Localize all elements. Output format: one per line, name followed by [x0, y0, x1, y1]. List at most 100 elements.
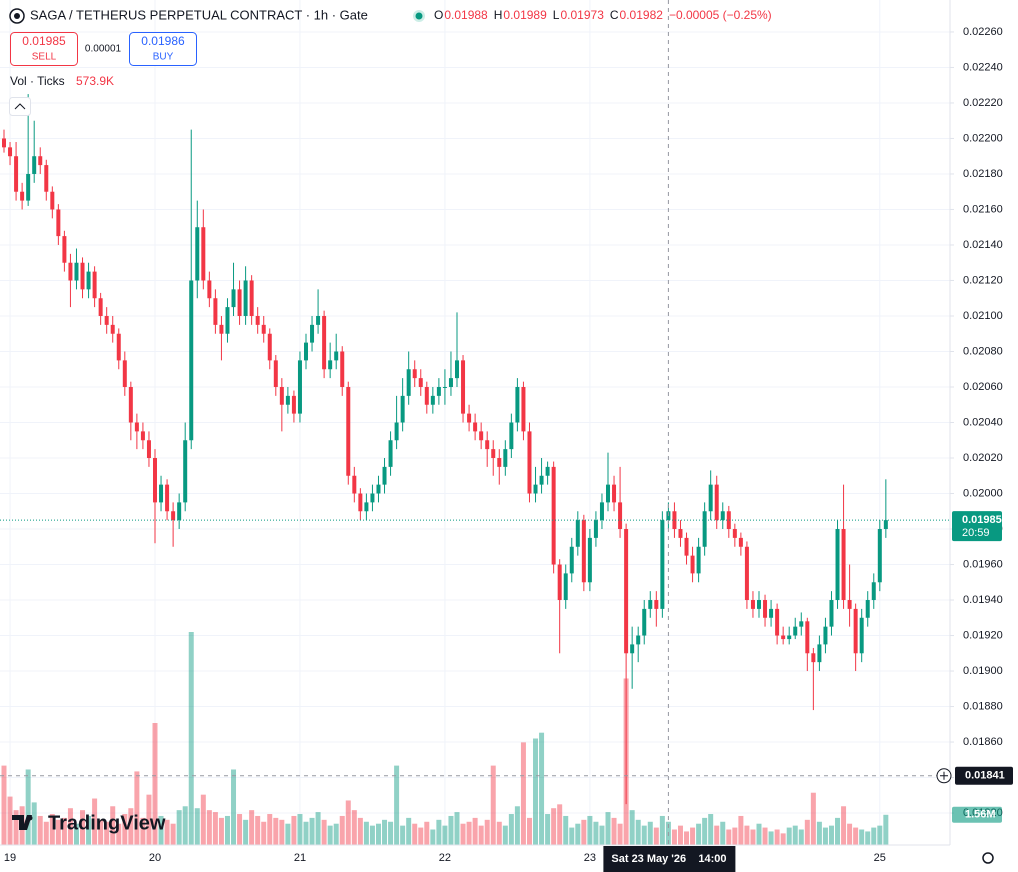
volume-bar: [273, 817, 279, 845]
candle-body: [859, 617, 864, 654]
crosshair-time-box: [603, 846, 736, 872]
volume-bar: [828, 825, 834, 845]
volume-bar: [835, 817, 841, 845]
candle-body: [763, 600, 768, 618]
volume-bar: [798, 829, 804, 845]
candle-body: [32, 156, 37, 174]
candle-body: [249, 280, 254, 316]
volume-bar: [255, 815, 261, 845]
candle-body: [334, 351, 339, 361]
candle-body: [587, 537, 592, 583]
y-tick-label: 0.02080: [963, 345, 1003, 357]
volume-bar: [375, 823, 381, 845]
volume-bar: [1, 765, 7, 845]
legend-change: −0.00005 (−0.25%): [669, 8, 772, 22]
y-tick-label: 0.02060: [963, 381, 1003, 393]
candle-body: [726, 511, 731, 530]
candle-body: [279, 386, 284, 405]
candle-body: [406, 369, 411, 396]
candle-body: [642, 608, 647, 636]
candle-body: [684, 537, 689, 556]
volume-bar: [786, 827, 792, 845]
candle-body: [62, 236, 67, 263]
volume-bar: [792, 825, 798, 845]
candle-body: [14, 156, 19, 192]
volume-bar: [744, 825, 750, 845]
volume-bar: [629, 810, 635, 845]
candle-body: [370, 493, 375, 503]
logo-mark: [12, 815, 32, 830]
volume-bar: [551, 808, 557, 845]
volume-bar: [496, 821, 502, 845]
volume-bar: [128, 808, 134, 845]
volume-bar: [212, 812, 218, 845]
volume-bar: [43, 821, 49, 845]
candle-body: [340, 351, 345, 387]
legend-value: 0.01989: [503, 8, 547, 22]
volume-bar: [418, 827, 424, 845]
candle-body: [225, 307, 230, 334]
candle-body: [110, 324, 115, 334]
volume-bar: [31, 802, 37, 845]
volume-bar: [176, 810, 182, 845]
volume-bar: [472, 817, 478, 845]
buy-price: 0.01986: [141, 34, 185, 48]
x-tick-label: 19: [4, 852, 16, 864]
y-tick-label: 0.01900: [963, 665, 1003, 677]
settings-icon[interactable]: [982, 852, 994, 864]
candle-body: [8, 147, 13, 157]
candle-body: [461, 360, 466, 414]
candle-body: [346, 386, 351, 476]
volume-bar: [545, 814, 551, 845]
candle-body: [388, 440, 393, 467]
volume-bar: [762, 827, 768, 845]
volume-bar: [810, 792, 816, 845]
candle-body: [702, 511, 707, 547]
volume-bar: [708, 814, 714, 845]
candle-body: [376, 484, 381, 494]
candle-body: [612, 484, 617, 503]
candle-body: [817, 644, 822, 663]
volume-bar: [188, 632, 194, 845]
candle-body: [92, 271, 97, 299]
volume-bar: [526, 817, 532, 845]
collapse-button[interactable]: [9, 97, 31, 116]
volume-bar: [158, 815, 164, 845]
candle-body: [261, 324, 266, 334]
crosshair-time: 14:00: [698, 853, 726, 865]
legend-value: 0.01982: [620, 8, 664, 22]
candle-body: [165, 484, 170, 512]
volume-bar: [563, 815, 569, 845]
volume-bar: [768, 831, 774, 845]
volume-bar: [333, 823, 339, 845]
candle-body: [654, 600, 659, 609]
y-tick-label: 0.02240: [963, 61, 1003, 73]
logo-text: TradingView: [48, 812, 166, 834]
volume-bar: [7, 796, 13, 845]
candle-body: [189, 280, 194, 441]
candle-body: [122, 360, 127, 387]
volume-bar: [593, 821, 599, 845]
crosshair-price: 0.01841: [965, 770, 1005, 782]
candle-body: [436, 386, 441, 396]
symbol-icon: [9, 8, 25, 24]
volume-bar: [315, 812, 321, 845]
volume-bar: [224, 815, 230, 845]
candle-body: [799, 621, 804, 627]
y-tick-label: 0.01880: [963, 700, 1003, 712]
volume-bar: [200, 794, 206, 845]
volume-label-box: [952, 806, 1002, 823]
candle-body: [738, 537, 743, 547]
volume-bar: [98, 819, 104, 845]
sell-button[interactable]: [10, 32, 78, 66]
y-tick-label: 0.02020: [963, 452, 1003, 464]
candle-body: [805, 621, 810, 654]
candle-body: [883, 520, 888, 530]
volume-bar: [339, 815, 345, 845]
candle-body: [660, 520, 665, 609]
candle-body: [400, 395, 405, 423]
buy-button[interactable]: [129, 32, 197, 66]
candle-body: [207, 280, 212, 299]
volume-title: Vol · Ticks: [10, 74, 65, 88]
volume-bar: [539, 732, 545, 845]
